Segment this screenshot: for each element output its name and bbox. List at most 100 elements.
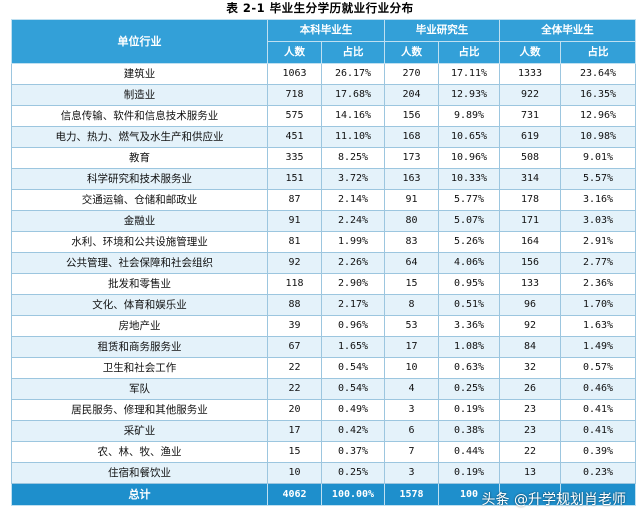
table-cell: 151 (267, 168, 322, 190)
table-cell: 3.16% (560, 189, 636, 211)
table-cell: 4062 (267, 483, 322, 506)
table-cell: 0.38% (438, 420, 500, 442)
table-row: 制造业 718 17.68% 204 12.93% 922 16.35% (11, 84, 636, 106)
table-cell: 3.03% (560, 210, 636, 232)
table-cell: 0.41% (560, 399, 636, 421)
industry-name: 军队 (11, 378, 268, 400)
table-cell: 6 (384, 420, 439, 442)
header-sub: 人数 (384, 41, 439, 64)
industry-name: 制造业 (11, 84, 268, 106)
table-row: 公共管理、社会保障和社会组织 92 2.26% 64 4.06% 156 2.77% (11, 252, 636, 274)
table-cell: 4 (384, 378, 439, 400)
table-row: 电力、热力、燃气及水生产和供应业 451 11.10% 168 10.65% 619 10.… (11, 126, 636, 148)
table-cell: 22 (267, 357, 322, 379)
table-cell: 0.23% (560, 462, 636, 484)
table-cell: 1.70% (560, 294, 636, 316)
table-cell: 3 (384, 399, 439, 421)
table-cell: 0.41% (560, 420, 636, 442)
table-cell: 163 (384, 168, 439, 190)
industry-name: 居民服务、修理和其他服务业 (11, 399, 268, 421)
watermark: 头条 @升学规划肖老师 (481, 492, 626, 508)
industry-name: 采矿业 (11, 420, 268, 442)
table-cell: 0.39% (560, 441, 636, 463)
table-cell: 0.37% (321, 441, 385, 463)
table-cell: 14.16% (321, 105, 385, 127)
table-cell: 164 (499, 231, 561, 253)
table-cell: 2.17% (321, 294, 385, 316)
table-row: 信息传输、软件和信息技术服务业 575 14.16% 156 9.89% 731 12.96… (11, 105, 636, 127)
table-cell: 10 (267, 462, 322, 484)
industry-name: 建筑业 (11, 63, 268, 85)
table-cell: 53 (384, 315, 439, 337)
table-row: 文化、体育和娱乐业 88 2.17% 8 0.51% 96 1.70% (11, 294, 636, 316)
table-cell: 88 (267, 294, 322, 316)
table-row: 卫生和社会工作 22 0.54% 10 0.63% 32 0.57% (11, 357, 636, 379)
table-cell (499, 483, 561, 506)
table-cell: 15 (267, 441, 322, 463)
table-cell: 5.57% (560, 168, 636, 190)
table-cell: 0.44% (438, 441, 500, 463)
table-cell: 2.24% (321, 210, 385, 232)
table-cell (560, 483, 636, 506)
table-row: 农、林、牧、渔业 15 0.37% 7 0.44% 22 0.39% (11, 441, 636, 463)
table-cell: 0.19% (438, 399, 500, 421)
table-cell: 0.96% (321, 315, 385, 337)
table-cell: 0.49% (321, 399, 385, 421)
table-cell: 23.64% (560, 63, 636, 85)
table-cell: 575 (267, 105, 322, 127)
table-cell: 156 (384, 105, 439, 127)
industry-name: 公共管理、社会保障和社会组织 (11, 252, 268, 274)
table-cell: 0.54% (321, 378, 385, 400)
industry-name: 住宿和餐饮业 (11, 462, 268, 484)
table-cell: 17 (267, 420, 322, 442)
table-cell: 168 (384, 126, 439, 148)
table-cell: 0.51% (438, 294, 500, 316)
table-cell: 11.10% (321, 126, 385, 148)
table-cell: 171 (499, 210, 561, 232)
table-cell: 8.25% (321, 147, 385, 169)
table-cell: 5.26% (438, 231, 500, 253)
table-cell: 1.65% (321, 336, 385, 358)
header-group-undergrad: 本科毕业生 (267, 19, 385, 42)
industry-name: 信息传输、软件和信息技术服务业 (11, 105, 268, 127)
table-row: 住宿和餐饮业 10 0.25% 3 0.19% 13 0.23% (11, 462, 636, 484)
table-cell: 156 (499, 252, 561, 274)
table-cell: 12.93% (438, 84, 500, 106)
table-cell: 0.95% (438, 273, 500, 295)
table-body: 建筑业 1063 26.17% 270 17.11% 1333 23.64% 制造业 718 17… (11, 63, 636, 484)
table-row: 居民服务、修理和其他服务业 20 0.49% 3 0.19% 23 0.41% (11, 399, 636, 421)
table-cell: 0.19% (438, 462, 500, 484)
header-sub: 占比 (321, 41, 385, 64)
industry-name: 电力、热力、燃气及水生产和供应业 (11, 126, 268, 148)
table-cell: 204 (384, 84, 439, 106)
industry-name: 卫生和社会工作 (11, 357, 268, 379)
table-row: 房地产业 39 0.96% 53 3.36% 92 1.63% (11, 315, 636, 337)
table-cell: 2.90% (321, 273, 385, 295)
table-cell: 9.89% (438, 105, 500, 127)
table-cell: 5.77% (438, 189, 500, 211)
table-cell: 20 (267, 399, 322, 421)
table-cell: 32 (499, 357, 561, 379)
table-cell: 314 (499, 168, 561, 190)
industry-name: 科学研究和技术服务业 (11, 168, 268, 190)
table-cell: 83 (384, 231, 439, 253)
industry-distribution-table: 单位行业 本科毕业生 毕业研究生 全体毕业生 人数 占比 人数 占比 人数 占比… (11, 19, 636, 506)
table-row: 建筑业 1063 26.17% 270 17.11% 1333 23.64% (11, 63, 636, 85)
table-cell: 80 (384, 210, 439, 232)
table-cell: 731 (499, 105, 561, 127)
table-cell: 2.91% (560, 231, 636, 253)
table-cell: 23 (499, 399, 561, 421)
table-cell: 1.08% (438, 336, 500, 358)
table-cell: 1.99% (321, 231, 385, 253)
table-cell: 16.35% (560, 84, 636, 106)
table-cell: 26 (499, 378, 561, 400)
table-cell: 1333 (499, 63, 561, 85)
industry-name: 水利、环境和公共设施管理业 (11, 231, 268, 253)
table-cell: 2.77% (560, 252, 636, 274)
table-row: 交通运输、仓储和邮政业 87 2.14% 91 5.77% 178 3.16% (11, 189, 636, 211)
table-cell: 92 (499, 315, 561, 337)
table-cell: 10.65% (438, 126, 500, 148)
table-row: 金融业 91 2.24% 80 5.07% 171 3.03% (11, 210, 636, 232)
table-cell: 0.25% (321, 462, 385, 484)
header-sub: 人数 (499, 41, 561, 64)
